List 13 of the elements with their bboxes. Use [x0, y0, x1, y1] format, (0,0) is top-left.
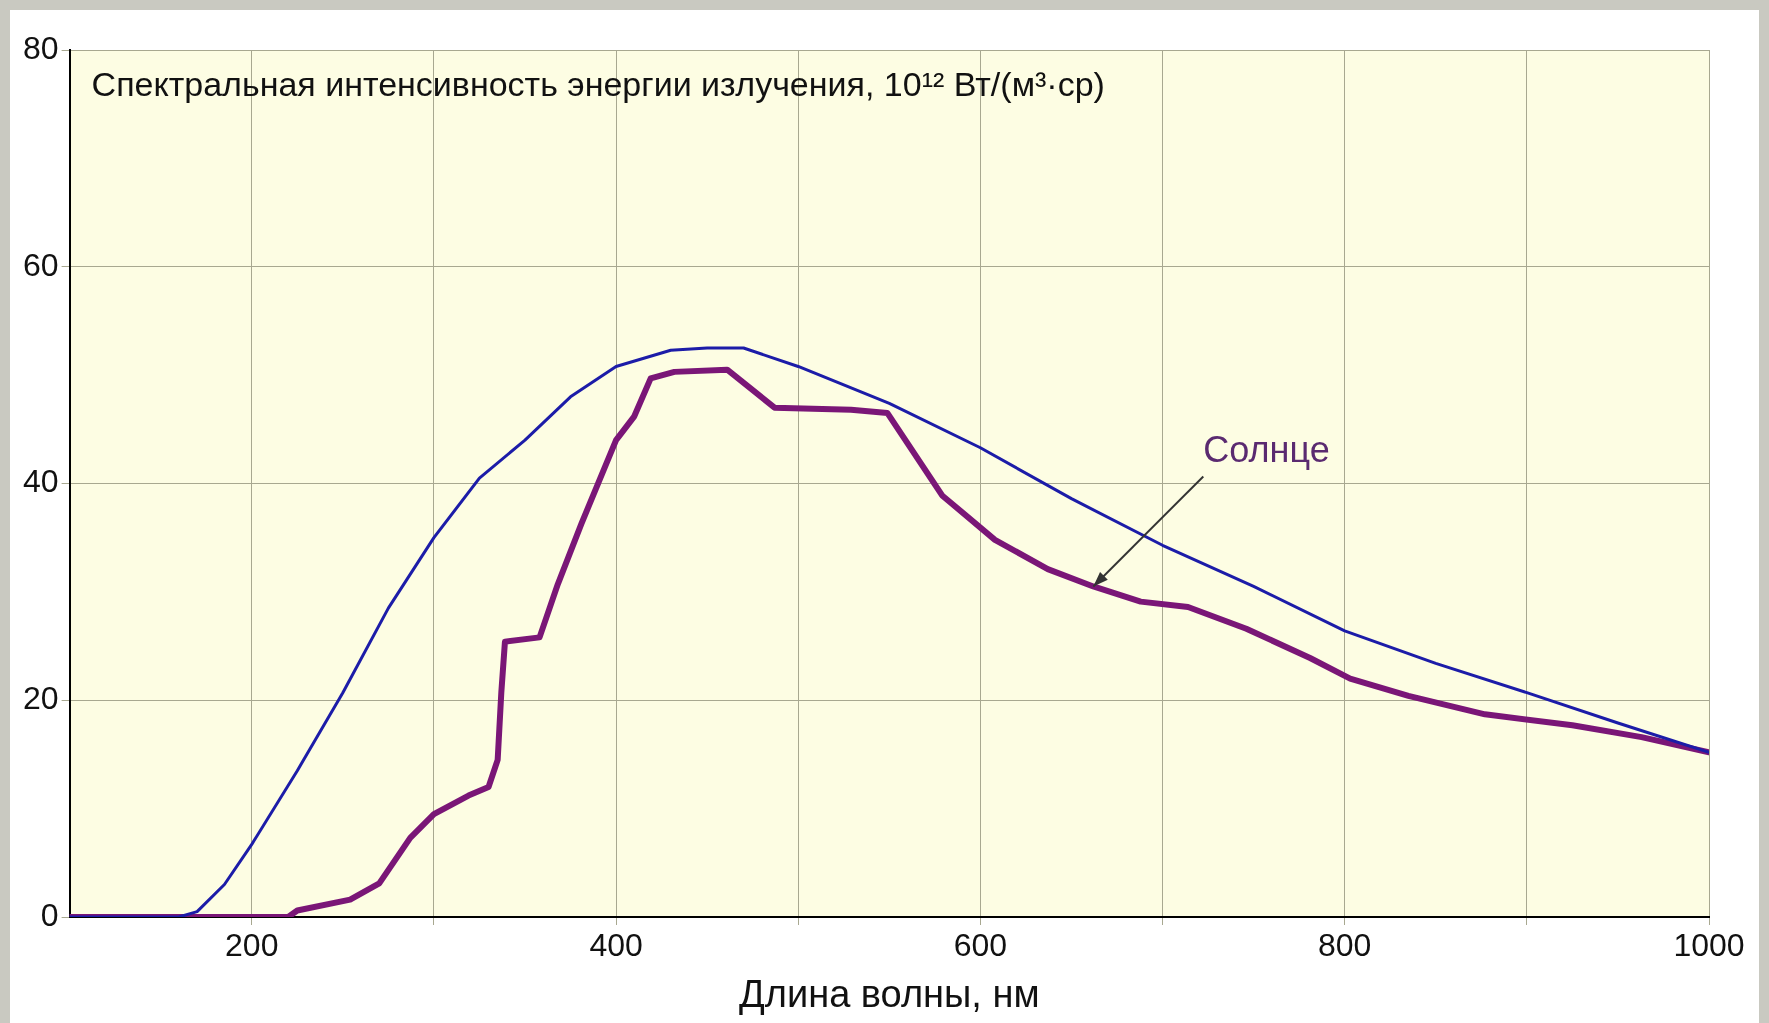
x-tick-label: 400: [589, 927, 643, 964]
y-tick-label: 40: [23, 463, 59, 500]
x-tick-label: 1000: [1673, 927, 1745, 964]
x-tick-label: 800: [1317, 927, 1372, 964]
y-tick-label: 80: [23, 29, 59, 66]
y-tick-label: 20: [23, 680, 59, 717]
y-axis-title: Спектральная интенсивность энергии излучения, 10¹² Вт/(м³·ср): [91, 65, 1105, 104]
y-tick-label: 0: [40, 896, 59, 933]
x-axis-title: Длина волны, нм: [739, 972, 1040, 1015]
annotation: Солнце: [1203, 429, 1330, 471]
y-tick-label: 60: [23, 246, 59, 283]
x-tick-label: 600: [953, 927, 1008, 964]
x-tick-label: 200: [225, 927, 279, 964]
